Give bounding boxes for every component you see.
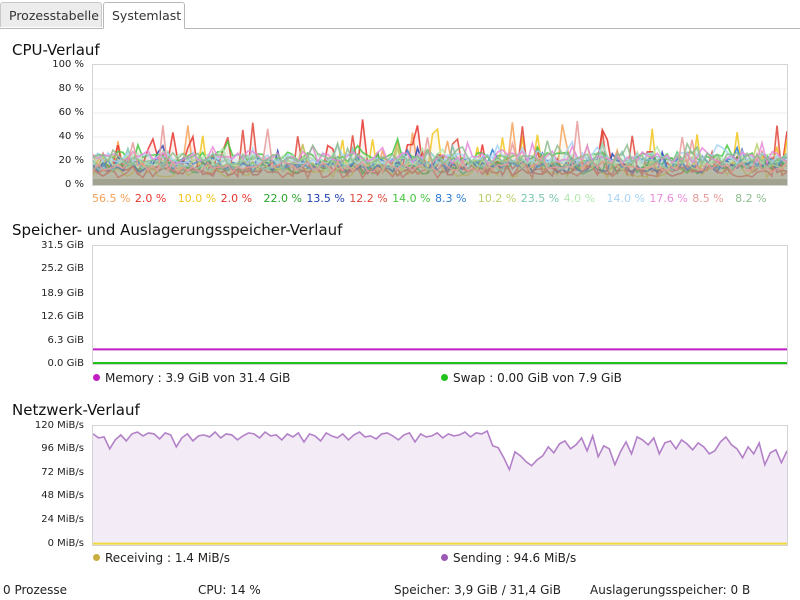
network-ytick-48: 48 MiB/s [41,490,84,501]
cpu-legend-value: 2.0 % [220,192,253,205]
tab-bar: Prozesstabelle Systemlast [0,0,800,30]
cpu-legend-value: 10.2 % [477,192,517,205]
cpu-series-line [93,122,787,181]
sending-legend-label: Sending : 94.6 MiB/s [453,551,577,565]
cpu-legend-value: 8.5 % [692,192,724,205]
cpu-legend-value: 56.5 % [92,192,131,205]
cpu-series-line [93,140,787,168]
cpu-section-title: CPU-Verlauf [12,41,100,59]
tab-systemlast[interactable]: Systemlast [103,2,185,29]
memory-ytick-18.9: 18.9 GiB [41,288,84,299]
memory-legend-dot [93,374,100,381]
network-ytick-72: 72 MiB/s [41,467,84,478]
cpu-ytick-80: 80 % [58,83,84,94]
cpu-history-graph [93,88,787,185]
swap-legend-label: Swap : 0.00 GiB von 7.9 GiB [453,371,622,385]
receiving-legend: Receiving : 1.4 MiB/s [93,551,230,565]
memory-ytick-31.5: 31.5 GiB [41,240,84,251]
cpu-legend-value: 14.0 % [606,192,645,205]
status-swap: Auslagerungsspeicher: 0 B [590,583,751,597]
receiving-legend-dot [93,554,100,561]
cpu-series-line [93,139,787,166]
memory-history-graph [93,348,787,364]
network-graph-frame [92,425,788,546]
memory-ytick-25.2: 25.2 GiB [41,263,84,274]
cpu-graph-frame [92,64,788,186]
network-section-title: Netzwerk-Verlauf [12,401,140,419]
network-ytick-96: 96 MiB/s [41,443,84,454]
cpu-series-area [93,152,787,185]
sending-legend-dot [441,554,448,561]
cpu-series-line [93,141,787,173]
status-cpu: CPU: 14 % [198,583,261,597]
tab-prozesstabelle[interactable]: Prozesstabelle [0,2,102,27]
cpu-legend: 56.5 % 2.0 % 10.0 % 2.0 % 22.0 % 13.5 % 12.2 %… [92,192,792,208]
network-history-graph [93,429,787,545]
cpu-series-line [93,121,787,174]
swap-legend-dot [441,374,448,381]
status-memory: Speicher: 3,9 GiB / 31,4 GiB [394,583,561,597]
cpu-legend-value: 12.2 % [349,192,388,205]
status-bar: 0 Prozesse CPU: 14 % Speicher: 3,9 GiB /… [0,583,800,599]
cpu-legend-value: 10.0 % [177,192,217,205]
cpu-legend-value: 2.0 % [134,192,167,205]
receiving-legend-label: Receiving : 1.4 MiB/s [105,551,230,565]
memory-graph-frame [92,245,788,365]
network-ytick-24: 24 MiB/s [41,514,84,525]
memory-section-title: Speicher- und Auslagerungsspeicher-Verla… [12,221,343,239]
swap-legend: Swap : 0.00 GiB von 7.9 GiB [441,371,622,385]
cpu-series-area [93,143,787,185]
cpu-ytick-20: 20 % [58,155,84,166]
cpu-ytick-60: 60 % [58,107,84,118]
cpu-legend-value: 8.3 % [435,192,467,205]
cpu-ytick-100: 100 % [52,59,84,70]
sending-series-line [93,429,787,472]
cpu-legend-value: 8.2 % [735,192,767,205]
cpu-baseline-band [93,179,787,185]
cpu-series-area [93,143,787,185]
network-ytick-120: 120 MiB/s [34,420,84,431]
cpu-legend-value: 23.5 % [520,192,560,205]
cpu-legend-value: 4.0 % [563,192,596,205]
cpu-legend-value: 17.6 % [649,192,688,205]
cpu-ytick-0: 0 % [64,179,84,190]
sending-series-area [93,431,787,545]
cpu-series-area [93,122,787,185]
cpu-ytick-40: 40 % [58,131,84,142]
network-ytick-0: 0 MiB/s [47,538,84,549]
tab-bar-baseline [0,28,800,29]
cpu-series-area [93,140,787,185]
sending-legend: Sending : 94.6 MiB/s [441,551,576,565]
memory-legend-label: Memory : 3.9 GiB von 31.4 GiB [105,371,291,385]
cpu-legend-value: 14.0 % [392,192,431,205]
memory-legend: Memory : 3.9 GiB von 31.4 GiB [93,371,290,385]
cpu-series-area [93,142,787,185]
cpu-legend-value: 22.0 % [263,192,302,205]
cpu-legend-value: 13.5 % [306,192,345,205]
status-process-count: 0 Prozesse [3,583,68,597]
memory-ytick-6.3: 6.3 GiB [47,335,84,346]
cpu-series-area [93,144,787,185]
memory-ytick-0: 0.0 GiB [47,358,84,369]
memory-ytick-12.6: 12.6 GiB [41,311,84,322]
